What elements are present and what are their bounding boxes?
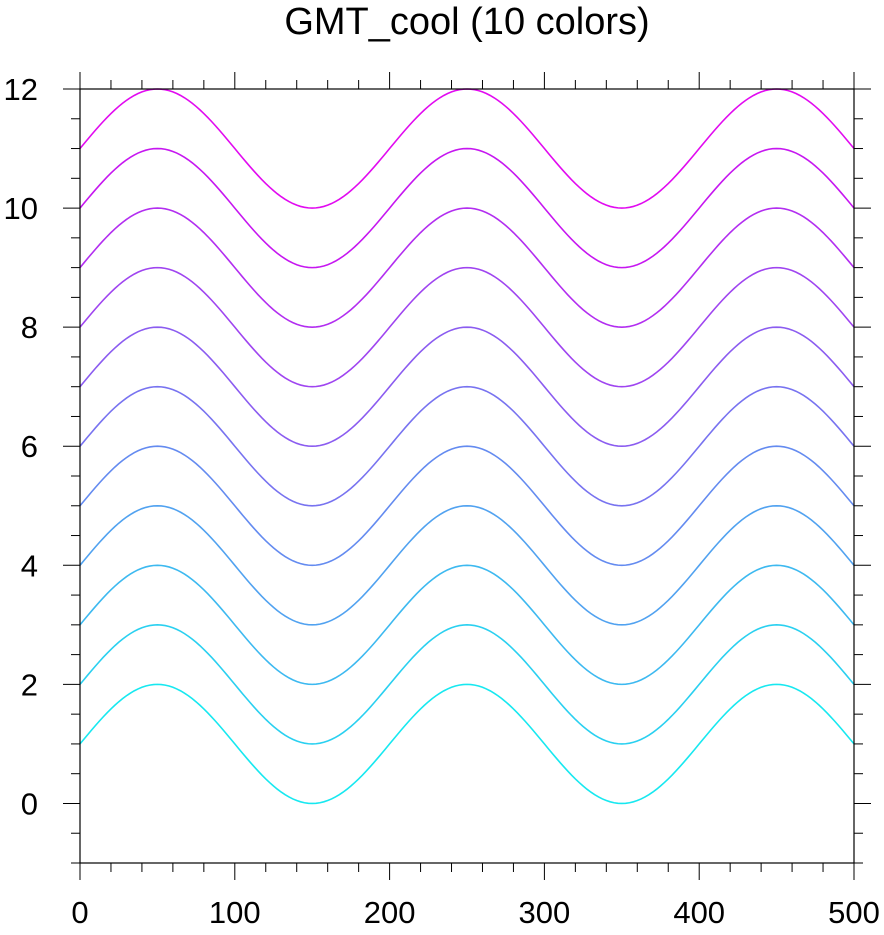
- y-tick-label: 6: [21, 429, 38, 464]
- series-line-10: [79, 147, 855, 269]
- chart-title: GMT_cool (10 colors): [284, 1, 649, 43]
- y-tick-label: 12: [4, 72, 38, 107]
- y-tick-label: 8: [21, 310, 38, 345]
- series-line-5: [79, 445, 855, 567]
- y-tick-label: 2: [21, 667, 38, 702]
- x-tick-label: 200: [364, 895, 416, 930]
- x-tick-label: 500: [828, 895, 880, 930]
- series-line-7: [79, 326, 855, 448]
- y-tick-label: 10: [4, 191, 38, 226]
- series-line-9: [79, 207, 855, 328]
- series-group: [79, 88, 855, 805]
- axis-ticks: [63, 72, 871, 880]
- x-tick-label: 0: [71, 895, 88, 930]
- series-line-4: [79, 504, 855, 626]
- x-tick-label: 400: [673, 895, 725, 930]
- series-line-6: [79, 385, 855, 507]
- x-tick-label: 300: [519, 895, 571, 930]
- x-tick-labels: 0 100 200 300 400 500: [71, 895, 879, 930]
- x-tick-label: 100: [209, 895, 261, 930]
- y-tick-label: 4: [21, 548, 38, 583]
- series-line-3: [79, 564, 855, 686]
- y-tick-label: 0: [21, 786, 38, 821]
- series-line-1: [79, 683, 855, 805]
- series-line-8: [79, 266, 855, 388]
- series-line-2: [79, 624, 855, 745]
- plot-frame: [79, 88, 855, 864]
- y-tick-labels: 0 2 4 6 8 10 12: [4, 72, 38, 821]
